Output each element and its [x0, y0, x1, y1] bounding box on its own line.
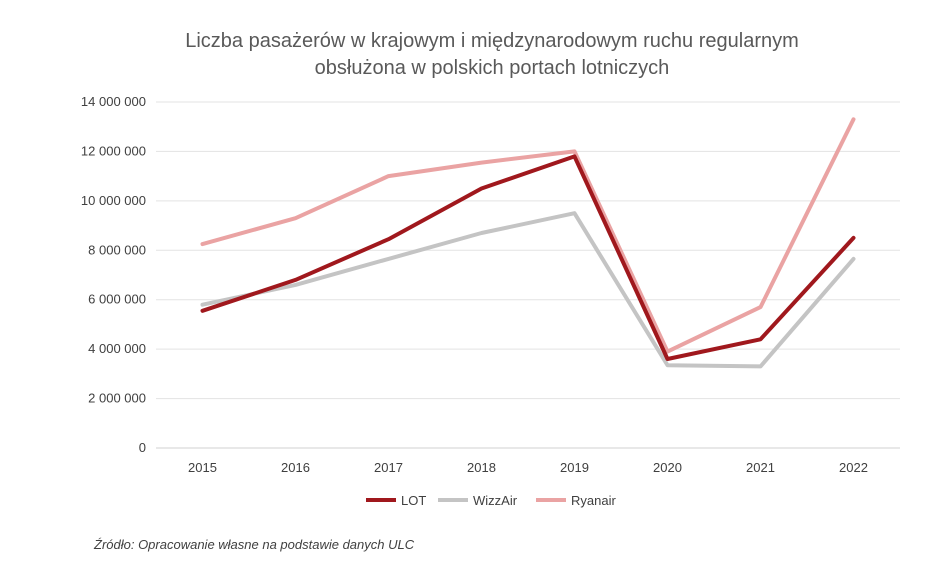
series-lines — [200, 117, 856, 369]
series-line-wizzair — [200, 211, 856, 369]
y-axis: 0 2 000 000 4 000 000 6 000 000 8 000 000 10 … — [81, 94, 146, 455]
y-tick-label: 4 000 000 — [88, 341, 146, 356]
chart-title-line-2: obsłużona w polskich portach lotniczych — [315, 57, 670, 79]
x-axis: 2015 2016 2017 2018 2019 2020 2021 2022 — [188, 460, 868, 475]
x-tick-label: 2018 — [467, 460, 496, 475]
x-tick-label: 2020 — [653, 460, 682, 475]
y-tick-label: 14 000 000 — [81, 94, 146, 109]
chart-title-line-1: Liczba pasażerów w krajowym i międzynaro… — [185, 30, 799, 52]
x-tick-label: 2017 — [374, 460, 403, 475]
gridlines — [156, 101, 900, 449]
y-tick-label: 0 — [139, 440, 146, 455]
legend-label-ryanair: Ryanair — [571, 493, 616, 508]
series-line-ryanair — [200, 117, 856, 354]
y-tick-label: 6 000 000 — [88, 292, 146, 307]
legend-label-wizzair: WizzAir — [473, 493, 518, 508]
source-note: Źródło: Opracowanie własne na podstawie … — [94, 537, 415, 552]
legend: LOT WizzAir Ryanair — [366, 493, 616, 508]
y-tick-label: 2 000 000 — [88, 391, 146, 406]
series-line-lot — [200, 154, 856, 361]
legend-item-lot: LOT — [366, 493, 426, 508]
legend-label-lot: LOT — [401, 493, 426, 508]
legend-item-ryanair: Ryanair — [536, 493, 616, 508]
x-tick-label: 2021 — [746, 460, 775, 475]
x-tick-label: 2015 — [188, 460, 217, 475]
x-tick-label: 2016 — [281, 460, 310, 475]
x-tick-label: 2022 — [839, 460, 868, 475]
chart-title: Liczba pasażerów w krajowym i międzynaro… — [185, 30, 799, 79]
x-tick-label: 2019 — [560, 460, 589, 475]
y-tick-label: 8 000 000 — [88, 242, 146, 257]
y-tick-label: 12 000 000 — [81, 143, 146, 158]
y-tick-label: 10 000 000 — [81, 193, 146, 208]
legend-item-wizzair: WizzAir — [438, 493, 518, 508]
